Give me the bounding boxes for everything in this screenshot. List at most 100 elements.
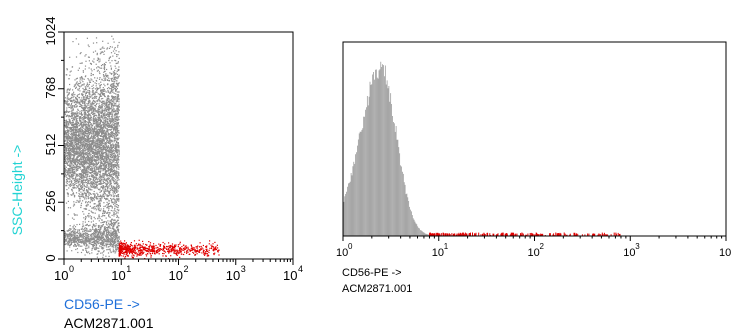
scatter-point xyxy=(107,188,109,190)
scatter-point xyxy=(85,88,87,90)
scatter-point xyxy=(90,184,92,187)
scatter-point xyxy=(80,137,82,139)
scatter-point xyxy=(110,163,112,165)
scatter-point xyxy=(89,92,91,94)
scatter-point xyxy=(87,180,89,182)
scatter-point xyxy=(100,168,102,170)
scatter-point xyxy=(88,157,90,159)
scatter-point xyxy=(99,99,101,102)
scatter-point xyxy=(95,177,97,179)
scatter-point xyxy=(102,187,104,189)
scatter-point xyxy=(68,152,70,155)
scatter-point xyxy=(73,105,76,107)
scatter-point xyxy=(103,109,105,111)
scatter-point xyxy=(101,196,103,198)
scatter-point xyxy=(71,171,73,173)
scatter-point xyxy=(111,83,114,85)
scatter-point xyxy=(96,42,98,44)
scatter-point xyxy=(113,92,115,94)
scatter-point xyxy=(68,153,70,155)
scatter-point xyxy=(103,179,105,181)
scatter-point xyxy=(74,172,76,174)
scatter-point xyxy=(80,104,82,106)
scatter-point xyxy=(66,181,69,183)
scatter-point xyxy=(108,192,110,194)
scatter-point xyxy=(104,210,106,212)
scatter-point xyxy=(105,104,107,106)
scatter-point xyxy=(92,140,94,142)
scatter-point xyxy=(72,176,74,178)
scatter-point xyxy=(104,133,106,135)
scatter-point xyxy=(67,164,69,166)
scatter-point xyxy=(84,128,86,130)
scatter-point xyxy=(107,145,110,147)
scatter-point xyxy=(106,222,108,224)
scatter-point xyxy=(71,180,73,183)
scatter-point xyxy=(87,178,89,180)
scatter-point xyxy=(98,133,100,135)
scatter-point xyxy=(71,142,73,144)
scatter-point xyxy=(102,74,105,76)
scatter-point xyxy=(83,161,85,163)
scatter-point xyxy=(80,188,82,190)
scatter-point xyxy=(107,100,110,103)
scatter-point xyxy=(103,190,105,193)
scatter-point xyxy=(82,161,84,163)
scatter-point xyxy=(110,204,112,207)
scatter-point xyxy=(100,180,102,182)
scatter-point xyxy=(99,84,101,86)
scatter-point xyxy=(89,139,91,141)
scatter-point xyxy=(106,87,109,90)
scatter-point xyxy=(100,222,102,224)
scatter-point xyxy=(88,144,90,146)
scatter-point xyxy=(87,156,89,158)
scatter-point xyxy=(94,101,96,103)
scatter-point xyxy=(110,219,112,222)
scatter-point xyxy=(113,157,115,159)
scatter-point xyxy=(104,95,106,97)
scatter-point xyxy=(85,194,87,196)
scatter-point xyxy=(70,143,72,145)
scatter-point xyxy=(96,174,98,176)
scatter-point xyxy=(77,69,79,71)
scatter-point xyxy=(93,123,95,125)
scatter-point xyxy=(85,200,87,203)
scatter-point xyxy=(96,153,98,155)
scatter-point xyxy=(85,129,87,131)
scatter-point xyxy=(83,168,85,170)
scatter-point xyxy=(86,134,88,136)
scatter-point xyxy=(74,101,76,103)
scatter-point xyxy=(105,155,107,157)
scatter-point xyxy=(69,115,71,117)
scatter-point xyxy=(110,128,112,130)
scatter-point xyxy=(92,151,94,153)
scatter-point xyxy=(93,150,95,152)
scatter-point xyxy=(115,101,117,103)
scatter-point xyxy=(107,126,109,128)
scatter-point xyxy=(97,99,99,101)
scatter-point xyxy=(67,141,69,144)
scatter-point xyxy=(94,127,96,129)
scatter-point xyxy=(106,162,109,164)
scatter-point xyxy=(111,80,113,82)
scatter-point xyxy=(105,179,107,181)
scatter-point xyxy=(102,225,104,227)
scatter-point xyxy=(87,95,89,97)
scatter-point xyxy=(75,130,77,132)
scatter-point xyxy=(73,155,75,157)
scatter-point xyxy=(110,185,112,187)
scatter-point xyxy=(100,200,102,202)
scatter-point xyxy=(78,117,80,119)
scatter-point xyxy=(106,144,108,146)
scatter-point xyxy=(110,194,112,196)
scatter-point xyxy=(69,152,71,154)
scatter-point xyxy=(110,68,112,70)
scatter-point xyxy=(103,94,106,96)
scatter-point xyxy=(78,159,80,161)
scatter-point xyxy=(70,108,72,110)
scatter-point xyxy=(85,163,87,165)
scatter-point xyxy=(77,101,79,103)
scatter-point xyxy=(69,165,71,167)
scatter-point xyxy=(81,138,83,140)
scatter-point xyxy=(98,189,100,191)
